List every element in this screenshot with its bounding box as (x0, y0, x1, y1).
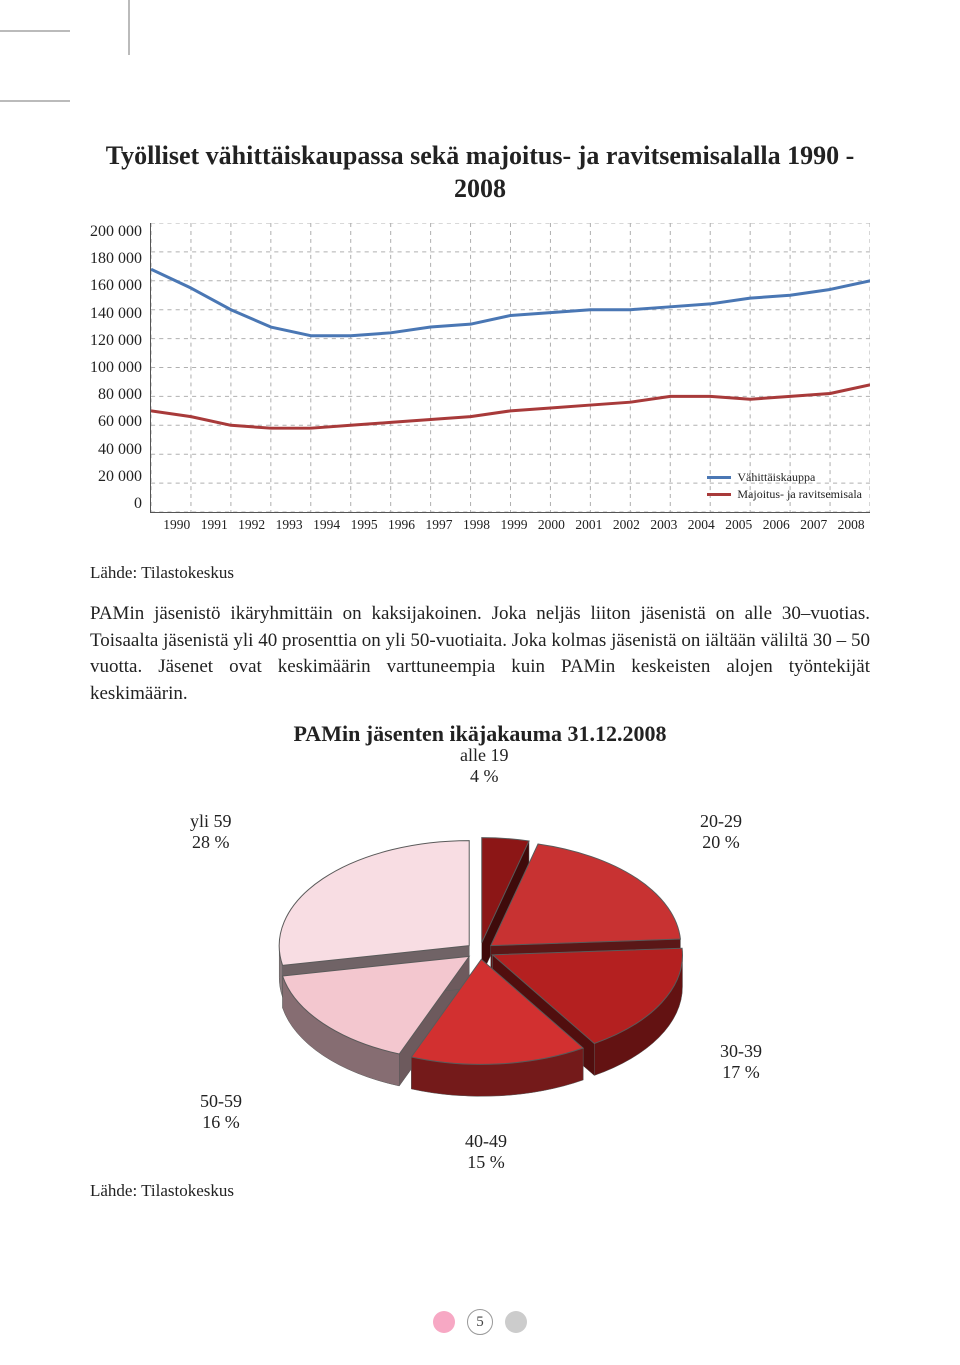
line-chart-title: Työlliset vähittäiskaupassa sekä majoitu… (100, 140, 860, 205)
pie-slice-label: 50-5916 % (200, 1091, 242, 1132)
pie-chart-title: PAMin jäsenten ikäjakauma 31.12.2008 (90, 721, 870, 747)
pie-slice-label: 40-4915 % (465, 1131, 507, 1172)
pie-chart: alle 194 %20-2920 %30-3917 %40-4915 %50-… (160, 751, 800, 1181)
pie-slice-label: alle 194 % (460, 745, 508, 786)
y-axis-labels: 200 000180 000160 000140 000120 000100 0… (90, 223, 150, 513)
pie-chart-source: Lähde: Tilastokeskus (90, 1181, 870, 1201)
footer-dot-right (505, 1311, 527, 1333)
page-footer: 5 (0, 1309, 960, 1335)
line-chart-legend: VähittäiskauppaMajoitus- ja ravitsemisal… (707, 468, 862, 502)
line-chart-plot: VähittäiskauppaMajoitus- ja ravitsemisal… (150, 223, 870, 513)
pie-slice-label: 20-2920 % (700, 811, 742, 852)
line-chart: 200 000180 000160 000140 000120 000100 0… (90, 223, 870, 513)
line-chart-source: Lähde: Tilastokeskus (90, 563, 870, 583)
pie-slice-label: yli 5928 % (190, 811, 232, 852)
footer-dot-left (433, 1311, 455, 1333)
page-number: 5 (467, 1309, 493, 1335)
body-paragraph: PAMin jäsenistö ikäryhmittäin on kaksija… (90, 601, 870, 707)
x-axis-labels: 1990199119921993199419951996199719981999… (158, 513, 870, 533)
pie-slice-label: 30-3917 % (720, 1041, 762, 1082)
